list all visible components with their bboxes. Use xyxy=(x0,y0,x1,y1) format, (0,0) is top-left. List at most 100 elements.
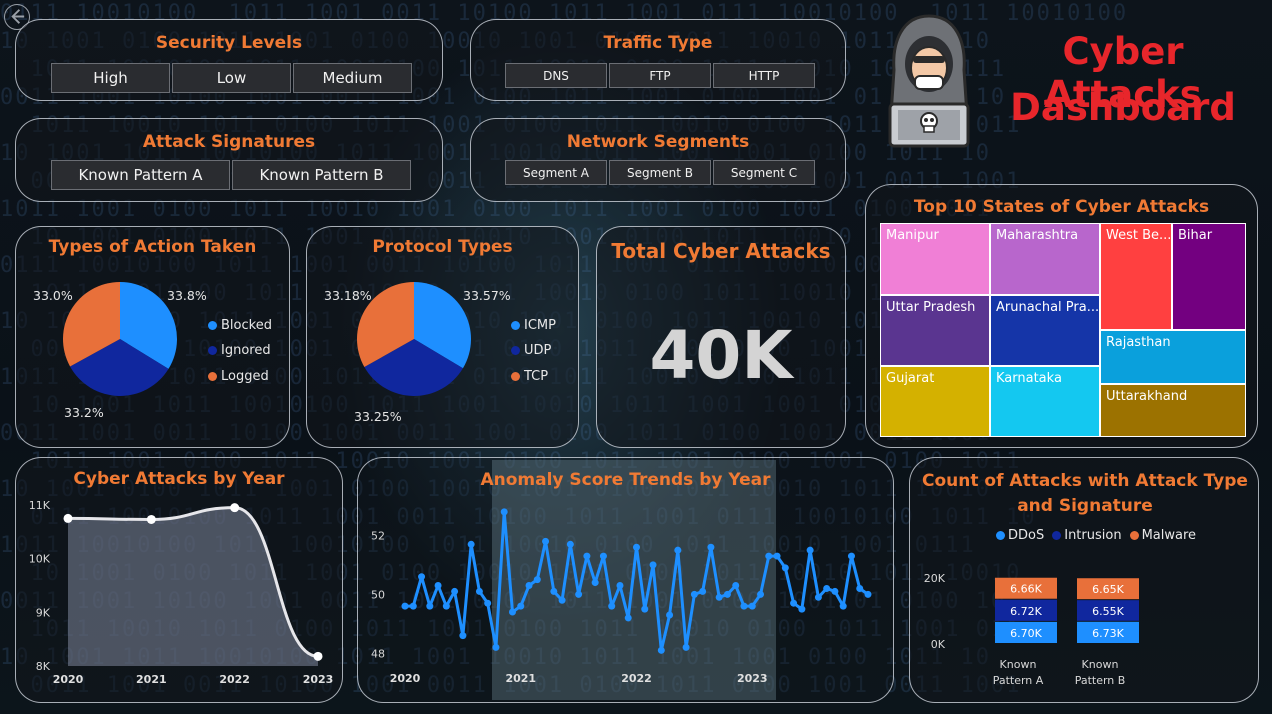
anomaly-point-39[interactable] xyxy=(723,590,731,598)
anomaly-point-38[interactable] xyxy=(715,593,723,601)
segment-c-button[interactable]: Segment C xyxy=(713,160,815,185)
anomaly-point-32[interactable] xyxy=(666,611,674,619)
anomaly-point-48[interactable] xyxy=(798,605,806,613)
anomaly-point-2[interactable] xyxy=(418,573,426,581)
anomaly-point-52[interactable] xyxy=(831,587,839,595)
treemap-tile-west-be[interactable]: West Be... xyxy=(1100,223,1172,330)
anomaly-point-19[interactable] xyxy=(558,596,566,604)
anomaly-point-27[interactable] xyxy=(624,614,632,622)
anomaly-point-15[interactable] xyxy=(525,582,533,590)
action-slice-blocked[interactable] xyxy=(120,282,177,369)
treemap-tile-gujarat[interactable]: Gujarat xyxy=(880,366,990,437)
legend-intrusion[interactable]: Intrusion xyxy=(1052,528,1122,543)
segment-a-button[interactable]: Segment A xyxy=(505,160,607,185)
treemap-tile-uttar-pradesh[interactable]: Uttar Pradesh xyxy=(880,295,990,366)
anomaly-point-56[interactable] xyxy=(864,590,872,598)
anomaly-point-54[interactable] xyxy=(847,552,855,560)
legend-udp[interactable]: UDP xyxy=(511,343,551,358)
anomaly-point-37[interactable] xyxy=(707,543,715,551)
security-level-low-button[interactable]: Low xyxy=(172,63,291,93)
traffic-type-ftp-button[interactable]: FTP xyxy=(609,63,711,88)
traffic-type-http-button[interactable]: HTTP xyxy=(713,63,815,88)
security-level-medium-button[interactable]: Medium xyxy=(293,63,412,93)
anomaly-point-22[interactable] xyxy=(583,552,591,560)
treemap-tile-rajasthan[interactable]: Rajasthan xyxy=(1100,330,1246,384)
anomaly-point-51[interactable] xyxy=(823,584,831,592)
data-point-2021[interactable] xyxy=(146,514,156,524)
protocol-slice-icmp[interactable] xyxy=(414,282,471,369)
protocol-slice-tcp[interactable] xyxy=(357,282,414,368)
anomaly-point-55[interactable] xyxy=(856,584,864,592)
anomaly-point-40[interactable] xyxy=(732,582,740,590)
action-slice-logged[interactable] xyxy=(62,282,120,367)
legend-malware[interactable]: Malware xyxy=(1129,528,1196,543)
anomaly-point-8[interactable] xyxy=(467,540,475,548)
legend-tcp[interactable]: TCP xyxy=(511,369,548,384)
anomaly-point-31[interactable] xyxy=(657,646,665,654)
traffic-type-dns-button[interactable]: DNS xyxy=(505,63,607,88)
anomaly-point-24[interactable] xyxy=(599,552,607,560)
back-button[interactable] xyxy=(4,4,30,30)
anomaly-point-29[interactable] xyxy=(641,605,649,613)
data-point-2022[interactable] xyxy=(230,503,240,513)
anomaly-point-46[interactable] xyxy=(781,564,789,572)
anomaly-point-23[interactable] xyxy=(591,579,599,587)
anomaly-point-12[interactable] xyxy=(500,508,508,516)
anomaly-point-33[interactable] xyxy=(674,546,682,554)
anomaly-point-20[interactable] xyxy=(566,540,574,548)
bar-intrusion-b[interactable] xyxy=(1077,600,1139,621)
anomaly-point-43[interactable] xyxy=(757,590,765,598)
anomaly-point-25[interactable] xyxy=(608,602,616,610)
anomaly-point-26[interactable] xyxy=(616,582,624,590)
anomaly-point-44[interactable] xyxy=(765,552,773,560)
anomaly-point-7[interactable] xyxy=(459,632,467,640)
anomaly-point-3[interactable] xyxy=(426,602,434,610)
security-level-high-button[interactable]: High xyxy=(51,63,170,93)
anomaly-point-50[interactable] xyxy=(814,593,822,601)
treemap-tile-manipur[interactable]: Manipur xyxy=(880,223,990,295)
treemap-tile-arunachal-pra[interactable]: Arunachal Pra... xyxy=(990,295,1100,366)
data-point-2023[interactable] xyxy=(313,651,323,661)
anomaly-point-41[interactable] xyxy=(740,602,748,610)
anomaly-point-42[interactable] xyxy=(748,602,756,610)
anomaly-point-28[interactable] xyxy=(633,543,640,551)
anomaly-point-9[interactable] xyxy=(475,587,483,595)
anomaly-point-35[interactable] xyxy=(690,590,698,598)
anomaly-point-10[interactable] xyxy=(484,599,492,607)
legend-icmp[interactable]: ICMP xyxy=(511,318,556,333)
action-slice-ignored[interactable] xyxy=(70,339,169,396)
treemap-tile-karnataka[interactable]: Karnataka xyxy=(990,366,1100,437)
bar-ddos-a[interactable] xyxy=(995,621,1057,643)
protocol-slice-udp[interactable] xyxy=(364,339,463,396)
anomaly-point-18[interactable] xyxy=(550,587,558,595)
anomaly-point-0[interactable] xyxy=(401,602,409,610)
treemap-tile-bihar[interactable]: Bihar xyxy=(1172,223,1246,330)
segment-b-button[interactable]: Segment B xyxy=(609,160,711,185)
treemap-tile-maharashtra[interactable]: Maharashtra xyxy=(990,223,1100,295)
anomaly-point-17[interactable] xyxy=(542,537,550,545)
anomaly-point-1[interactable] xyxy=(409,602,417,610)
anomaly-point-45[interactable] xyxy=(773,552,781,560)
legend-ddos[interactable]: DDoS xyxy=(996,528,1044,543)
anomaly-point-5[interactable] xyxy=(442,602,450,610)
treemap-tile-uttarakhand[interactable]: Uttarakhand xyxy=(1100,384,1246,437)
bar-malware-b[interactable] xyxy=(1077,578,1139,600)
anomaly-point-11[interactable] xyxy=(492,643,500,651)
anomaly-point-14[interactable] xyxy=(517,602,525,610)
anomaly-point-16[interactable] xyxy=(533,576,541,584)
legend-blocked[interactable]: Blocked xyxy=(208,318,272,333)
signature-known-pattern-b-button[interactable]: Known Pattern B xyxy=(232,160,411,190)
anomaly-point-47[interactable] xyxy=(790,599,798,607)
bar-ddos-b[interactable] xyxy=(1077,621,1139,643)
anomaly-point-21[interactable] xyxy=(575,590,583,598)
bar-intrusion-a[interactable] xyxy=(995,599,1057,621)
legend-ignored[interactable]: Ignored xyxy=(208,343,271,358)
anomaly-point-34[interactable] xyxy=(682,643,690,651)
anomaly-point-6[interactable] xyxy=(451,587,459,595)
anomaly-point-4[interactable] xyxy=(434,582,442,590)
signature-known-pattern-a-button[interactable]: Known Pattern A xyxy=(51,160,230,190)
bar-malware-a[interactable] xyxy=(995,577,1057,599)
anomaly-point-30[interactable] xyxy=(649,561,657,569)
anomaly-point-53[interactable] xyxy=(839,602,847,610)
legend-logged[interactable]: Logged xyxy=(208,369,269,384)
